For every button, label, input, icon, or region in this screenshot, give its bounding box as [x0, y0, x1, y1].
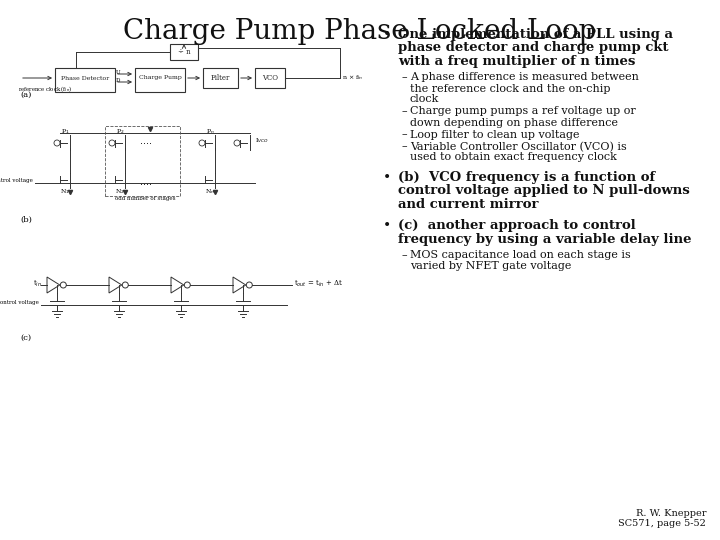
Text: (c)  another approach to control: (c) another approach to control — [398, 219, 636, 232]
Text: reference clock (f$_{In}$): reference clock (f$_{In}$) — [18, 84, 72, 94]
Text: P$_2$: P$_2$ — [116, 127, 125, 136]
Text: Phase Detector: Phase Detector — [61, 76, 109, 80]
Text: Charge Pump: Charge Pump — [138, 76, 181, 80]
Text: with a freq multiplier of n times: with a freq multiplier of n times — [398, 55, 635, 68]
Text: –: – — [402, 141, 408, 152]
Text: (b): (b) — [20, 216, 32, 224]
Text: –: – — [402, 250, 408, 260]
Text: Variable Controller Oscillator (VCO) is: Variable Controller Oscillator (VCO) is — [410, 141, 626, 152]
Text: (b)  VCO frequency is a function of: (b) VCO frequency is a function of — [398, 171, 655, 184]
Text: the reference clock and the on-chip: the reference clock and the on-chip — [410, 84, 611, 93]
Text: ÷ n: ÷ n — [178, 48, 190, 56]
Text: (a): (a) — [20, 91, 32, 99]
Text: U: U — [116, 70, 121, 75]
Text: (c): (c) — [20, 334, 31, 342]
Text: Charge Pump Phase Locked Loop: Charge Pump Phase Locked Loop — [123, 18, 597, 45]
Text: clock: clock — [410, 94, 439, 105]
Text: Charge pump pumps a ref voltage up or: Charge pump pumps a ref voltage up or — [410, 106, 636, 117]
Bar — [55, 68, 115, 92]
Text: Filter: Filter — [211, 74, 230, 82]
Text: and current mirror: and current mirror — [398, 198, 539, 211]
Text: R. W. Knepper: R. W. Knepper — [636, 509, 706, 518]
Text: Loop filter to clean up voltage: Loop filter to clean up voltage — [410, 130, 580, 139]
Text: down depending on phase difference: down depending on phase difference — [410, 118, 618, 127]
Text: N$_2$: N$_2$ — [115, 187, 125, 196]
Text: P$_1$: P$_1$ — [60, 127, 69, 136]
Bar — [135, 68, 185, 92]
Text: A phase difference is measured between: A phase difference is measured between — [410, 72, 639, 83]
Text: MOS capacitance load on each stage is: MOS capacitance load on each stage is — [410, 250, 631, 260]
Bar — [170, 44, 198, 60]
Text: N$_1$: N$_1$ — [60, 187, 70, 196]
Text: used to obtain exact frequency clock: used to obtain exact frequency clock — [410, 152, 617, 163]
Text: D: D — [116, 78, 120, 83]
Text: control voltage: control voltage — [0, 178, 33, 183]
Text: ....: .... — [140, 136, 152, 146]
Text: One implementation of a PLL using a: One implementation of a PLL using a — [398, 28, 673, 41]
Bar — [255, 68, 285, 88]
Text: frequency by using a variable delay line: frequency by using a variable delay line — [398, 233, 691, 246]
Text: –: – — [402, 106, 408, 117]
Text: varied by NFET gate voltage: varied by NFET gate voltage — [410, 261, 572, 271]
Text: odd number of stages: odd number of stages — [115, 196, 176, 201]
Text: N$_n$: N$_n$ — [205, 187, 215, 196]
Text: •: • — [383, 171, 391, 185]
Text: –: – — [402, 130, 408, 139]
Text: t$_{in}$: t$_{in}$ — [33, 279, 42, 289]
Text: I$_{VCO}$: I$_{VCO}$ — [255, 137, 269, 145]
Text: n × f$_{In}$: n × f$_{In}$ — [342, 73, 364, 83]
Text: SC571, page 5-52: SC571, page 5-52 — [618, 519, 706, 528]
Text: –: – — [402, 72, 408, 83]
Text: control voltage applied to N pull-downs: control voltage applied to N pull-downs — [398, 184, 690, 197]
Text: ....: .... — [140, 177, 152, 187]
Bar — [203, 68, 238, 88]
Text: t$_{out}$ = t$_{in}$ + Δt: t$_{out}$ = t$_{in}$ + Δt — [294, 279, 343, 289]
Text: •: • — [383, 219, 391, 233]
Bar — [105, 126, 180, 196]
Text: phase detector and charge pump ckt: phase detector and charge pump ckt — [398, 42, 668, 55]
Text: VCO: VCO — [262, 74, 278, 82]
Text: P$_n$: P$_n$ — [206, 127, 215, 136]
Text: control voltage: control voltage — [0, 300, 39, 305]
Text: •: • — [383, 28, 391, 42]
